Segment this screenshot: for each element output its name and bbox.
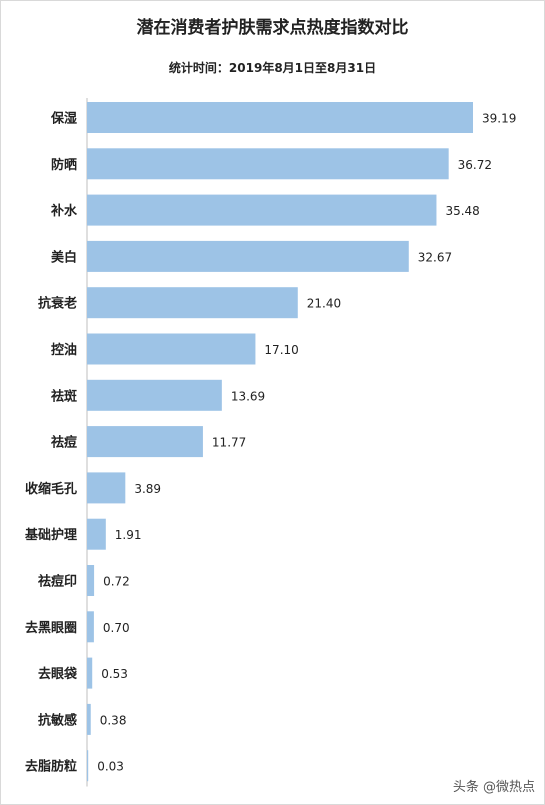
bar-0	[87, 102, 473, 133]
category-label-12: 去眼袋	[38, 666, 78, 682]
value-label-5: 17.10	[264, 343, 298, 357]
value-label-7: 11.77	[212, 436, 246, 450]
category-label-9: 基础护理	[24, 527, 77, 543]
value-label-12: 0.53	[101, 667, 128, 681]
value-label-1: 36.72	[458, 158, 492, 172]
bar-12	[87, 657, 93, 689]
value-label-10: 0.72	[103, 575, 130, 589]
bar-4	[87, 287, 298, 319]
bar-14	[87, 750, 89, 782]
bar-9	[87, 518, 106, 550]
category-label-0: 保湿	[50, 111, 77, 127]
category-label-1: 防晒	[51, 157, 77, 173]
value-label-8: 3.89	[134, 482, 161, 496]
bar-1	[87, 148, 449, 180]
bar-2	[87, 194, 437, 226]
bar-10	[87, 565, 95, 596]
category-label-3: 美白	[51, 249, 77, 265]
category-label-2: 补水	[50, 203, 78, 219]
value-label-4: 21.40	[307, 297, 341, 311]
bar-5	[87, 333, 256, 365]
category-label-13: 抗敏感	[38, 712, 77, 728]
value-label-11: 0.70	[103, 621, 130, 635]
value-label-13: 0.38	[100, 713, 127, 727]
category-label-4: 抗衰老	[38, 296, 77, 312]
bar-13	[87, 703, 91, 735]
watermark-text: 头条 @微热点	[452, 780, 535, 795]
value-label-2: 35.48	[445, 204, 479, 218]
chart-title: 潜在消费者护肤需求点热度指数对比	[136, 18, 409, 38]
bar-8	[87, 472, 126, 504]
bar-6	[87, 379, 222, 411]
category-label-5: 控油	[51, 342, 77, 358]
category-label-6: 祛斑	[51, 388, 77, 404]
bar-11	[87, 611, 94, 643]
category-label-7: 祛痘	[51, 435, 77, 451]
category-label-10: 祛痘印	[38, 574, 77, 590]
bar-7	[87, 426, 203, 458]
value-label-14: 0.03	[97, 760, 124, 774]
bar-3	[87, 240, 409, 272]
value-label-9: 1.91	[115, 528, 142, 542]
value-label-3: 32.67	[418, 250, 452, 264]
category-label-11: 去黑眼圈	[25, 620, 77, 636]
category-label-14: 去脂肪粒	[25, 759, 77, 775]
value-label-0: 39.19	[482, 112, 516, 126]
value-label-6: 13.69	[231, 389, 265, 403]
chart-subtitle: 统计时间：2019年8月1日至8月31日	[168, 61, 377, 75]
category-label-8: 收缩毛孔	[25, 481, 77, 497]
